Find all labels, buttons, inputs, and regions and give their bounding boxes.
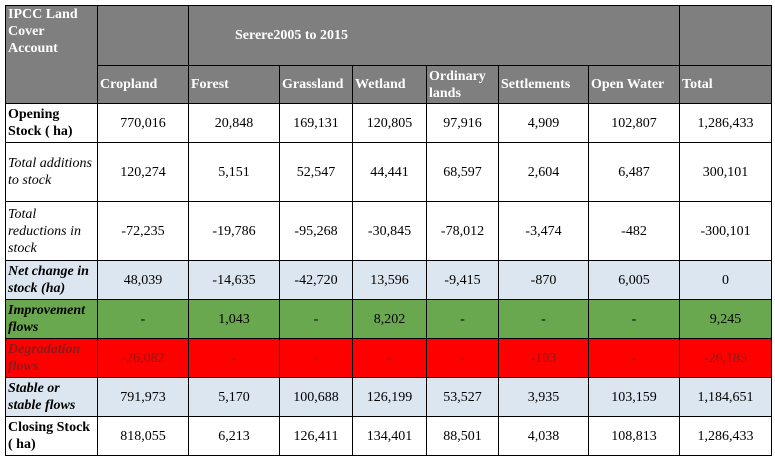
table-cell: -26,185: [679, 338, 773, 378]
table-cell: -870: [498, 260, 589, 300]
table-row: Total additions to stock 120,274 5,151 52,5…: [5, 142, 773, 202]
table-cell: 4,038: [498, 416, 589, 456]
title-location: Serere: [235, 28, 274, 43]
table-row: Total reductions in stock -72,235 -19,786-…: [5, 201, 773, 261]
table-cell: 120,274: [97, 142, 189, 202]
table-row: Improvement flows -1,043-8,202- - -9,245: [5, 299, 773, 339]
corner-header: IPCC Land Cover Account: [5, 5, 98, 104]
table-cell: 4,909: [498, 103, 589, 143]
table-cell: 169,131: [279, 103, 353, 143]
column-header: Wetland: [352, 65, 427, 104]
table-cell: 818,055: [97, 416, 189, 456]
table-cell: 770,016: [97, 103, 189, 143]
table-cell: -: [587, 299, 681, 339]
table-cell: 13,596: [352, 260, 427, 300]
row-label: Improvement flows: [5, 299, 98, 339]
column-header: Ordinary lands: [426, 65, 499, 104]
table-cell: -72,235: [97, 201, 189, 261]
row-label: Closing Stock ( ha): [5, 416, 98, 456]
table-cell: 6,487: [587, 142, 681, 202]
table-cell: 9,245: [679, 299, 773, 339]
table-cell: 3,935: [498, 377, 589, 417]
row-label: Total additions to stock: [5, 142, 98, 202]
table-title: Serere2005 to 2015: [187, 5, 681, 66]
column-header-row: Cropland Forest Grassland Wetland Ordina…: [6, 65, 773, 104]
row-label: Net change in stock (ha): [5, 260, 98, 300]
row-label: Opening Stock ( ha): [5, 103, 98, 143]
table-cell: 108,813: [587, 416, 681, 456]
table-cell: 52,547: [279, 142, 353, 202]
table-cell: -: [188, 338, 280, 378]
table-row: Stable or stable flows 791,973 5,170 100,68…: [5, 377, 773, 417]
table-cell: -: [279, 299, 353, 339]
table-cell: 68,597: [426, 142, 499, 202]
table-row: Degradation flows -26,082- - - - -103- -26,185: [5, 338, 773, 378]
table-cell: -30,845: [352, 201, 427, 261]
table-cell: -: [97, 299, 189, 339]
table-cell: -103: [498, 338, 589, 378]
title-row: IPCC Land Cover Account Serere2005 to 20…: [5, 5, 773, 104]
table-cell: -482: [587, 201, 681, 261]
column-header: Cropland: [97, 65, 189, 104]
title-spacer-cell-right: [679, 5, 773, 66]
table-cell: -3,474: [498, 201, 589, 261]
table-cell: 44,441: [352, 142, 427, 202]
table-cell: 103,159: [587, 377, 681, 417]
table-cell: -42,720: [279, 260, 353, 300]
table-cell: -: [587, 338, 681, 378]
table-cell: 102,807: [587, 103, 681, 143]
row-label: Total reductions in stock: [5, 201, 98, 261]
table-cell: -26,082: [97, 338, 189, 378]
column-header: Open Water: [587, 65, 681, 104]
table-cell: 20,848: [188, 103, 280, 143]
title-period: 2005 to 2015: [273, 28, 349, 43]
column-header: Settlements: [498, 65, 589, 104]
table-cell: -19,786: [188, 201, 280, 261]
title-spacer-cell: [97, 5, 189, 66]
table-cell: 48,039: [97, 260, 189, 300]
land-cover-account-table: IPCC Land Cover Account Serere2005 to 20…: [5, 5, 773, 456]
table-cell: -95,268: [279, 201, 353, 261]
table-cell: -: [426, 299, 499, 339]
table-cell: 8,202: [352, 299, 427, 339]
column-header: Total: [679, 65, 773, 104]
table-cell: 126,411: [279, 416, 353, 456]
column-header: Forest: [188, 65, 280, 104]
table-cell: -: [426, 338, 499, 378]
table-cell: 126,199: [352, 377, 427, 417]
table-cell: 6,213: [188, 416, 280, 456]
table-cell: 5,151: [188, 142, 280, 202]
table-cell: 2,604: [498, 142, 589, 202]
table-cell: 791,973: [97, 377, 189, 417]
table-cell: 0: [679, 260, 773, 300]
table-row: Net change in stock (ha) 48,039 -14,635 -42…: [5, 260, 773, 300]
table-cell: 1,286,433: [679, 103, 773, 143]
table-cell: 97,916: [426, 103, 499, 143]
table-cell: -9,415: [426, 260, 499, 300]
table-cell: 1,184,651: [679, 377, 773, 417]
column-header: Grassland: [279, 65, 353, 104]
table-cell: 1,043: [188, 299, 280, 339]
table-cell: 120,805: [352, 103, 427, 143]
table-cell: 1,286,433: [679, 416, 773, 456]
table-cell: 88,501: [426, 416, 499, 456]
table-cell: 134,401: [352, 416, 427, 456]
table-cell: -: [498, 299, 589, 339]
table-cell: 53,527: [426, 377, 499, 417]
row-label: Stable or stable flows: [5, 377, 98, 417]
table-row: Opening Stock ( ha) 770,016 20,848 169,131 1…: [5, 103, 773, 143]
table-row: Closing Stock ( ha) 818,055 6,213 126,411 13…: [5, 416, 773, 456]
table-cell: 6,005: [587, 260, 681, 300]
row-label: Degradation flows: [5, 338, 98, 378]
table-cell: -14,635: [188, 260, 280, 300]
table-cell: 100,688: [279, 377, 353, 417]
table-cell: -78,012: [426, 201, 499, 261]
table-cell: 5,170: [188, 377, 280, 417]
table-cell: -300,101: [679, 201, 773, 261]
table-cell: -: [279, 338, 353, 378]
table-cell: -: [352, 338, 427, 378]
table-cell: 300,101: [679, 142, 773, 202]
